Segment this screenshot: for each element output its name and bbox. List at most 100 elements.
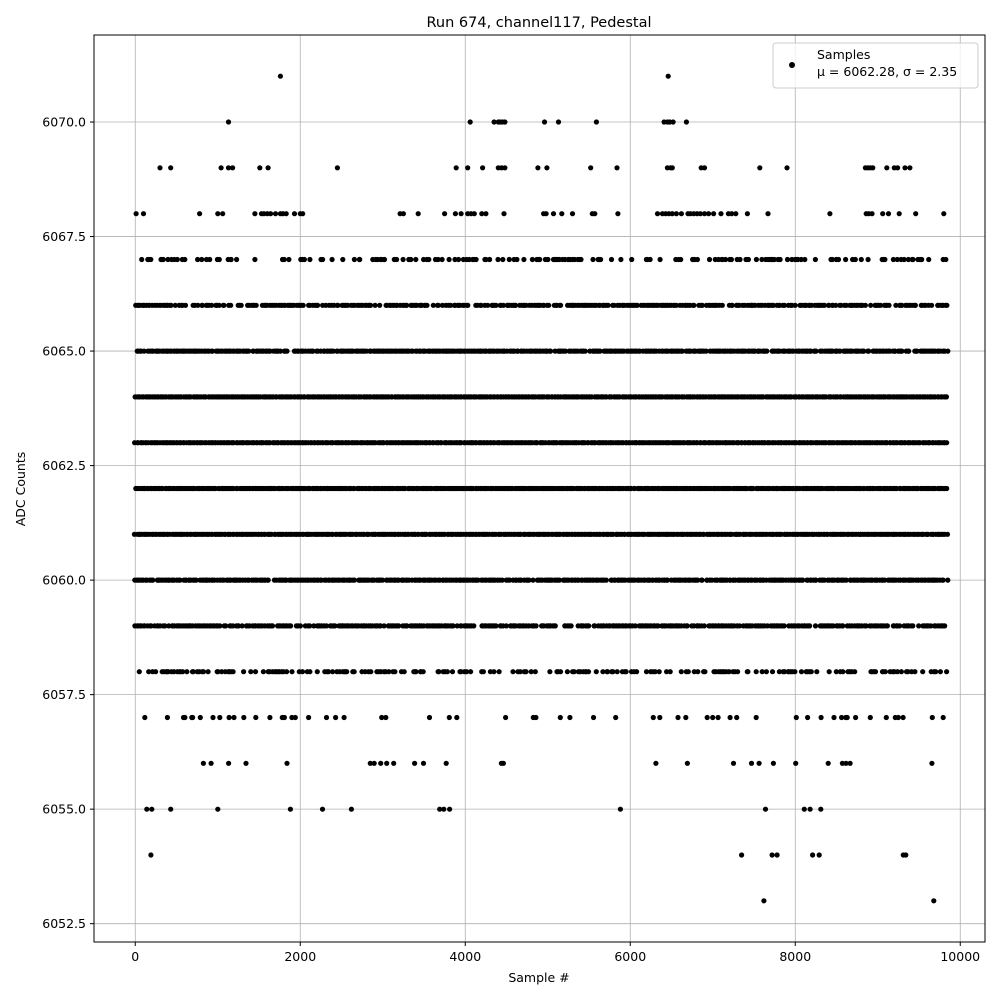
data-point	[844, 714, 850, 721]
data-point	[552, 623, 558, 629]
data-point	[500, 256, 506, 263]
data-point	[774, 852, 780, 858]
data-point	[299, 669, 306, 675]
data-point	[643, 669, 650, 675]
data-point	[944, 531, 951, 537]
data-point	[665, 73, 671, 79]
data-point	[502, 119, 508, 125]
data-point	[945, 348, 951, 354]
data-point	[383, 714, 389, 721]
data-point	[913, 211, 919, 217]
data-point	[448, 302, 454, 308]
data-point	[193, 577, 199, 583]
data-point	[381, 623, 387, 629]
data-point	[209, 348, 215, 354]
data-point	[377, 623, 383, 629]
data-point	[548, 348, 554, 354]
data-point	[168, 302, 174, 308]
data-point	[225, 165, 232, 171]
data-point	[600, 669, 606, 675]
data-point	[556, 577, 563, 583]
data-point	[300, 211, 306, 217]
data-point	[530, 577, 536, 583]
data-point	[843, 256, 849, 263]
data-point	[226, 760, 232, 766]
data-point	[706, 256, 713, 263]
data-point	[866, 348, 872, 354]
data-point	[442, 211, 448, 217]
data-point	[667, 669, 673, 675]
data-point	[578, 256, 584, 263]
data-point	[493, 302, 499, 308]
y-tick-label: 6065.0	[42, 344, 86, 359]
data-point	[776, 669, 783, 675]
data-point	[568, 623, 574, 629]
data-point	[840, 669, 846, 675]
data-point	[160, 256, 166, 263]
data-point	[610, 669, 616, 675]
data-point	[931, 898, 937, 904]
data-point	[870, 165, 876, 171]
data-point	[523, 669, 529, 675]
data-point	[885, 211, 892, 217]
data-point	[215, 669, 221, 675]
data-point	[526, 577, 532, 583]
data-point	[858, 256, 864, 263]
data-point	[139, 256, 145, 263]
data-point	[882, 669, 888, 675]
data-point	[872, 669, 879, 675]
plot-frame	[93, 34, 986, 943]
data-point	[199, 302, 205, 308]
data-point	[300, 302, 306, 308]
data-point	[384, 760, 390, 766]
data-point	[863, 623, 869, 629]
data-point	[598, 256, 604, 263]
data-point	[814, 669, 820, 675]
data-point	[727, 714, 733, 721]
data-point	[400, 211, 406, 217]
data-point	[272, 211, 279, 217]
data-point	[605, 669, 611, 675]
data-point	[253, 302, 259, 308]
data-point	[745, 669, 751, 675]
data-point	[292, 714, 298, 721]
data-point	[695, 669, 701, 675]
data-point	[153, 669, 159, 675]
data-point	[228, 256, 234, 263]
data-point	[182, 714, 188, 721]
x-tick-label: 0	[131, 949, 139, 964]
data-point	[136, 669, 142, 675]
data-point	[301, 256, 307, 263]
data-point	[450, 623, 456, 629]
data-point	[446, 714, 452, 721]
data-point	[940, 577, 946, 583]
data-point	[216, 256, 222, 263]
data-point	[590, 256, 596, 263]
data-point	[737, 256, 743, 263]
data-point	[812, 623, 819, 629]
data-point	[769, 852, 775, 858]
data-point	[260, 669, 266, 675]
data-point	[283, 211, 289, 217]
data-point	[745, 256, 752, 263]
x-tick-label: 4000	[449, 949, 481, 964]
data-point	[149, 806, 155, 812]
data-point	[487, 256, 493, 263]
data-point	[608, 256, 615, 263]
data-point	[144, 806, 150, 812]
data-point	[647, 256, 653, 263]
data-point	[697, 211, 704, 217]
data-point	[323, 623, 329, 629]
data-point	[478, 302, 484, 308]
data-point	[652, 669, 658, 675]
legend: Samples μ = 6062.28, σ = 2.35	[772, 42, 979, 89]
data-point	[837, 348, 843, 354]
data-point	[678, 211, 685, 217]
data-point	[485, 302, 491, 308]
data-point	[664, 669, 670, 675]
data-point	[764, 348, 770, 354]
data-point	[683, 119, 690, 125]
data-point	[807, 623, 813, 629]
data-point	[944, 669, 950, 675]
data-point	[413, 669, 419, 675]
